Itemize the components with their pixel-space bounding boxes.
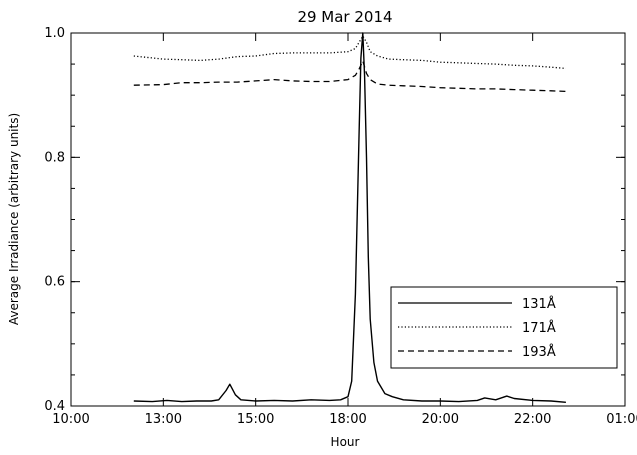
x-tick-label: 20:00 (422, 412, 459, 427)
x-tick-label: 01:00 (606, 412, 637, 427)
series-line-2 (133, 35, 566, 70)
x-tick-label: 22:00 (514, 412, 551, 427)
series-line-3 (133, 60, 566, 93)
legend-label-3: 193Å (522, 344, 556, 360)
x-tick-label: 15:00 (237, 412, 274, 427)
legend: 131Å 171Å 193Å (390, 286, 618, 369)
plot-area (133, 32, 566, 403)
y-tick-label: 0.6 (44, 275, 65, 290)
x-axis-label: Hour (331, 435, 360, 449)
y-tick-label: 0.8 (44, 150, 65, 165)
y-axis: 0.4 0.6 0.8 1.0 (44, 26, 625, 414)
chart-title: 29 Mar 2014 (297, 8, 392, 26)
y-tick-label: 0.4 (44, 399, 65, 414)
x-tick-label: 18:00 (329, 412, 366, 427)
y-axis-label: Average Irradiance (arbitrary units) (7, 113, 21, 325)
y-tick-label: 1.0 (44, 26, 65, 41)
legend-label-1: 131Å (522, 296, 556, 312)
x-tick-label: 13:00 (145, 412, 182, 427)
series-line-1 (133, 32, 566, 403)
x-tick-label: 10:00 (52, 412, 89, 427)
x-axis: 10:00 13:00 15:00 18:00 20:00 22:00 01:00 (52, 33, 637, 427)
legend-label-2: 171Å (522, 320, 556, 336)
